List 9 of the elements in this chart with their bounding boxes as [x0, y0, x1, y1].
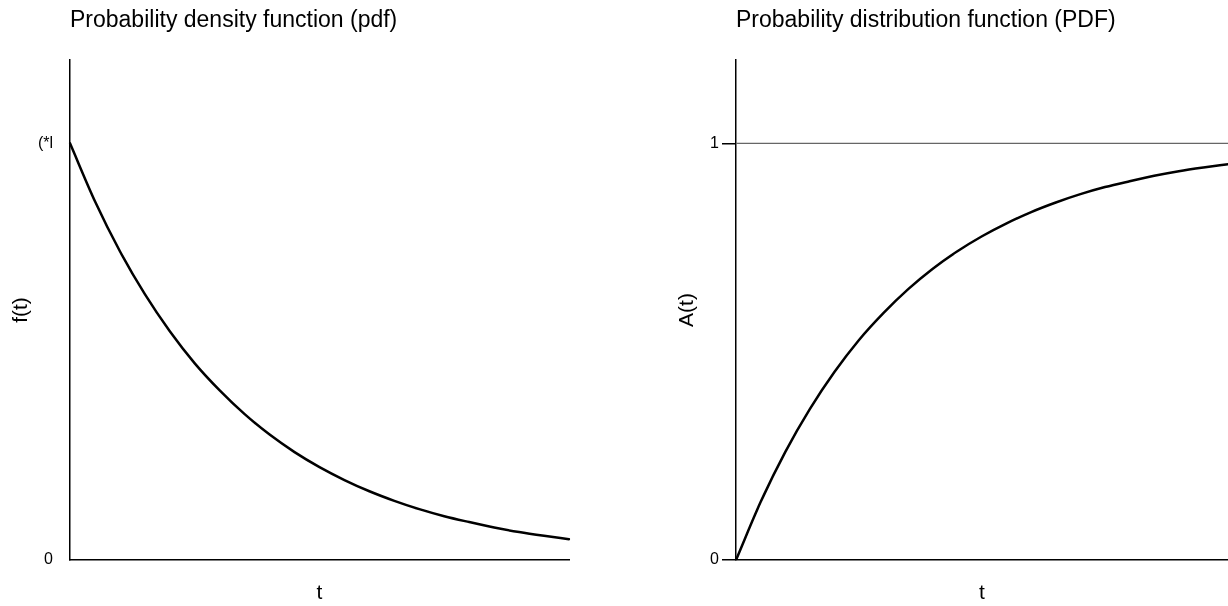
chart-title: Probability density function (pdf): [70, 6, 398, 33]
y-axis-title: A(t): [674, 293, 698, 327]
x-axis-title: t: [979, 580, 986, 604]
text: 0: [44, 550, 54, 568]
text: (*l: [37, 133, 53, 151]
y-axis-title: f(t): [8, 297, 32, 323]
y-tick-label: 1: [710, 133, 720, 151]
chart-title: Probability distribution function (PDF): [736, 6, 1116, 33]
x-axis-title: t: [316, 580, 323, 604]
